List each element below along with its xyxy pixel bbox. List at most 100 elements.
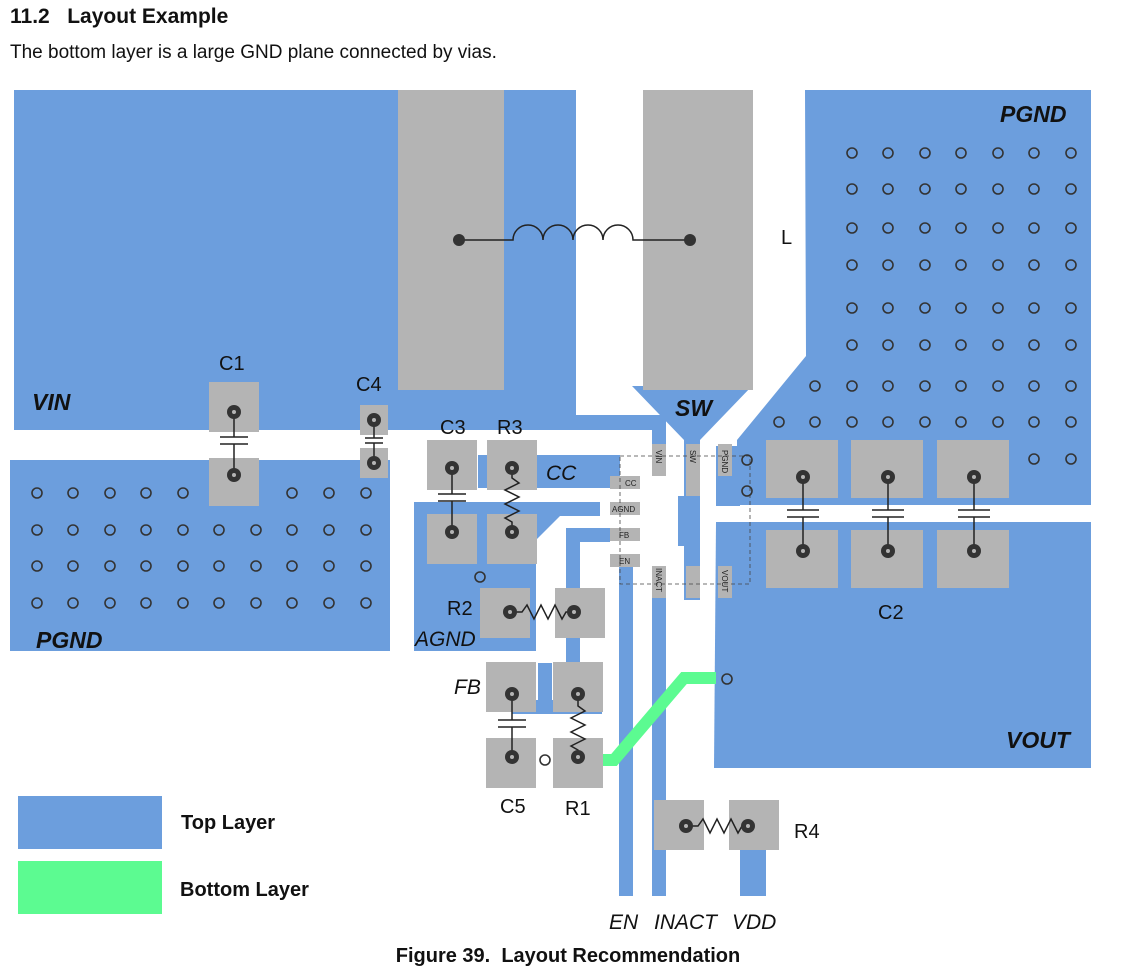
- en-trace: [619, 566, 633, 896]
- sw-pour: [632, 386, 752, 446]
- schematic-symbols: [220, 224, 990, 835]
- section-title: Layout Example: [67, 5, 229, 28]
- via: [919, 416, 931, 428]
- pgnd-left-pour: [10, 460, 390, 651]
- section-number: 11.2: [10, 5, 50, 28]
- c2-pad-top-1: [766, 440, 838, 498]
- via: [1065, 183, 1077, 195]
- via: [992, 259, 1004, 271]
- via: [1065, 416, 1077, 428]
- c2-pad-bottom-1: [766, 530, 838, 588]
- label-c2: C2: [878, 602, 904, 624]
- ic-pin-vout: [718, 566, 732, 598]
- via: [360, 560, 372, 572]
- via: [1028, 147, 1040, 159]
- via: [955, 222, 967, 234]
- via: [1028, 302, 1040, 314]
- pin-label-en: EN: [619, 557, 630, 566]
- label-r2: R2: [447, 598, 473, 620]
- ic-outline: [619, 455, 751, 585]
- label-r3: R3: [497, 417, 523, 439]
- via: [67, 524, 79, 536]
- c5-symbol: [498, 694, 526, 757]
- pin-label-cc: CC: [625, 479, 637, 488]
- ic-pin-labels: CC AGND FB EN VIN SW PGND INACT VOUT: [612, 450, 729, 592]
- via: [286, 524, 298, 536]
- label-c4: C4: [356, 374, 382, 396]
- c2-pad-bottom-3: [937, 530, 1009, 588]
- via: [67, 597, 79, 609]
- via: [1028, 339, 1040, 351]
- label-r1: R1: [565, 798, 591, 820]
- net-label-en: EN: [609, 911, 639, 934]
- via: [250, 524, 262, 536]
- vias: [31, 147, 1077, 766]
- via: [1065, 147, 1077, 159]
- via: [919, 302, 931, 314]
- component-labels: L C1 C4 C3 R3 R2 C2 C5 R1 R4: [219, 227, 904, 843]
- via: [882, 416, 894, 428]
- label-c1: C1: [219, 353, 245, 375]
- c1-symbol: [220, 412, 248, 475]
- via: [846, 222, 858, 234]
- via: [809, 380, 821, 392]
- via: [919, 183, 931, 195]
- label-c5: C5: [500, 796, 526, 818]
- via: [1028, 259, 1040, 271]
- via: [882, 339, 894, 351]
- via: [360, 597, 372, 609]
- pin-label-sw: SW: [688, 450, 697, 463]
- via: [773, 416, 785, 428]
- ic-center-pad: [678, 496, 692, 546]
- via: [846, 302, 858, 314]
- via: [955, 416, 967, 428]
- c2-pad-bottom-2: [851, 530, 923, 588]
- via: [846, 147, 858, 159]
- via: [882, 147, 894, 159]
- ic-pin-agnd: [610, 502, 640, 515]
- via: [177, 524, 189, 536]
- via: [846, 339, 858, 351]
- via: [882, 259, 894, 271]
- via: [955, 259, 967, 271]
- via: [250, 597, 262, 609]
- via: [846, 259, 858, 271]
- via: [1028, 453, 1040, 465]
- pin-label-agnd: AGND: [612, 505, 635, 514]
- net-label-pgnd-top: PGND: [1000, 101, 1066, 127]
- label-c3: C3: [440, 417, 466, 439]
- label-inductor: L: [781, 227, 792, 249]
- via: [882, 380, 894, 392]
- via: [992, 302, 1004, 314]
- via: [919, 339, 931, 351]
- top-layer-copper: [10, 90, 1091, 896]
- legend: Top Layer Bottom Layer: [18, 796, 309, 914]
- via: [213, 524, 225, 536]
- via: [1065, 259, 1077, 271]
- via: [140, 487, 152, 499]
- via: [539, 754, 551, 766]
- net-label-pgnd-left: PGND: [36, 627, 102, 653]
- via: [213, 597, 225, 609]
- net-label-inact: INACT: [654, 911, 719, 934]
- net-label-agnd: AGND: [413, 628, 476, 651]
- via: [286, 487, 298, 499]
- via: [1065, 302, 1077, 314]
- via: [140, 524, 152, 536]
- via: [104, 487, 116, 499]
- via: [919, 259, 931, 271]
- via: [286, 560, 298, 572]
- via: [250, 560, 262, 572]
- via: [31, 487, 43, 499]
- via: [1065, 453, 1077, 465]
- pgnd-right-pour: [737, 90, 1091, 505]
- via: [955, 302, 967, 314]
- bottom-layer-trace: [602, 672, 716, 766]
- via: [177, 560, 189, 572]
- pad-dot-highlights: [232, 410, 976, 828]
- via: [104, 524, 116, 536]
- r3-symbol: [503, 468, 521, 532]
- r2-symbol: [510, 603, 574, 621]
- via: [177, 597, 189, 609]
- net-labels: VIN SW PGND PGND VOUT CC AGND FB EN INAC…: [32, 101, 1072, 934]
